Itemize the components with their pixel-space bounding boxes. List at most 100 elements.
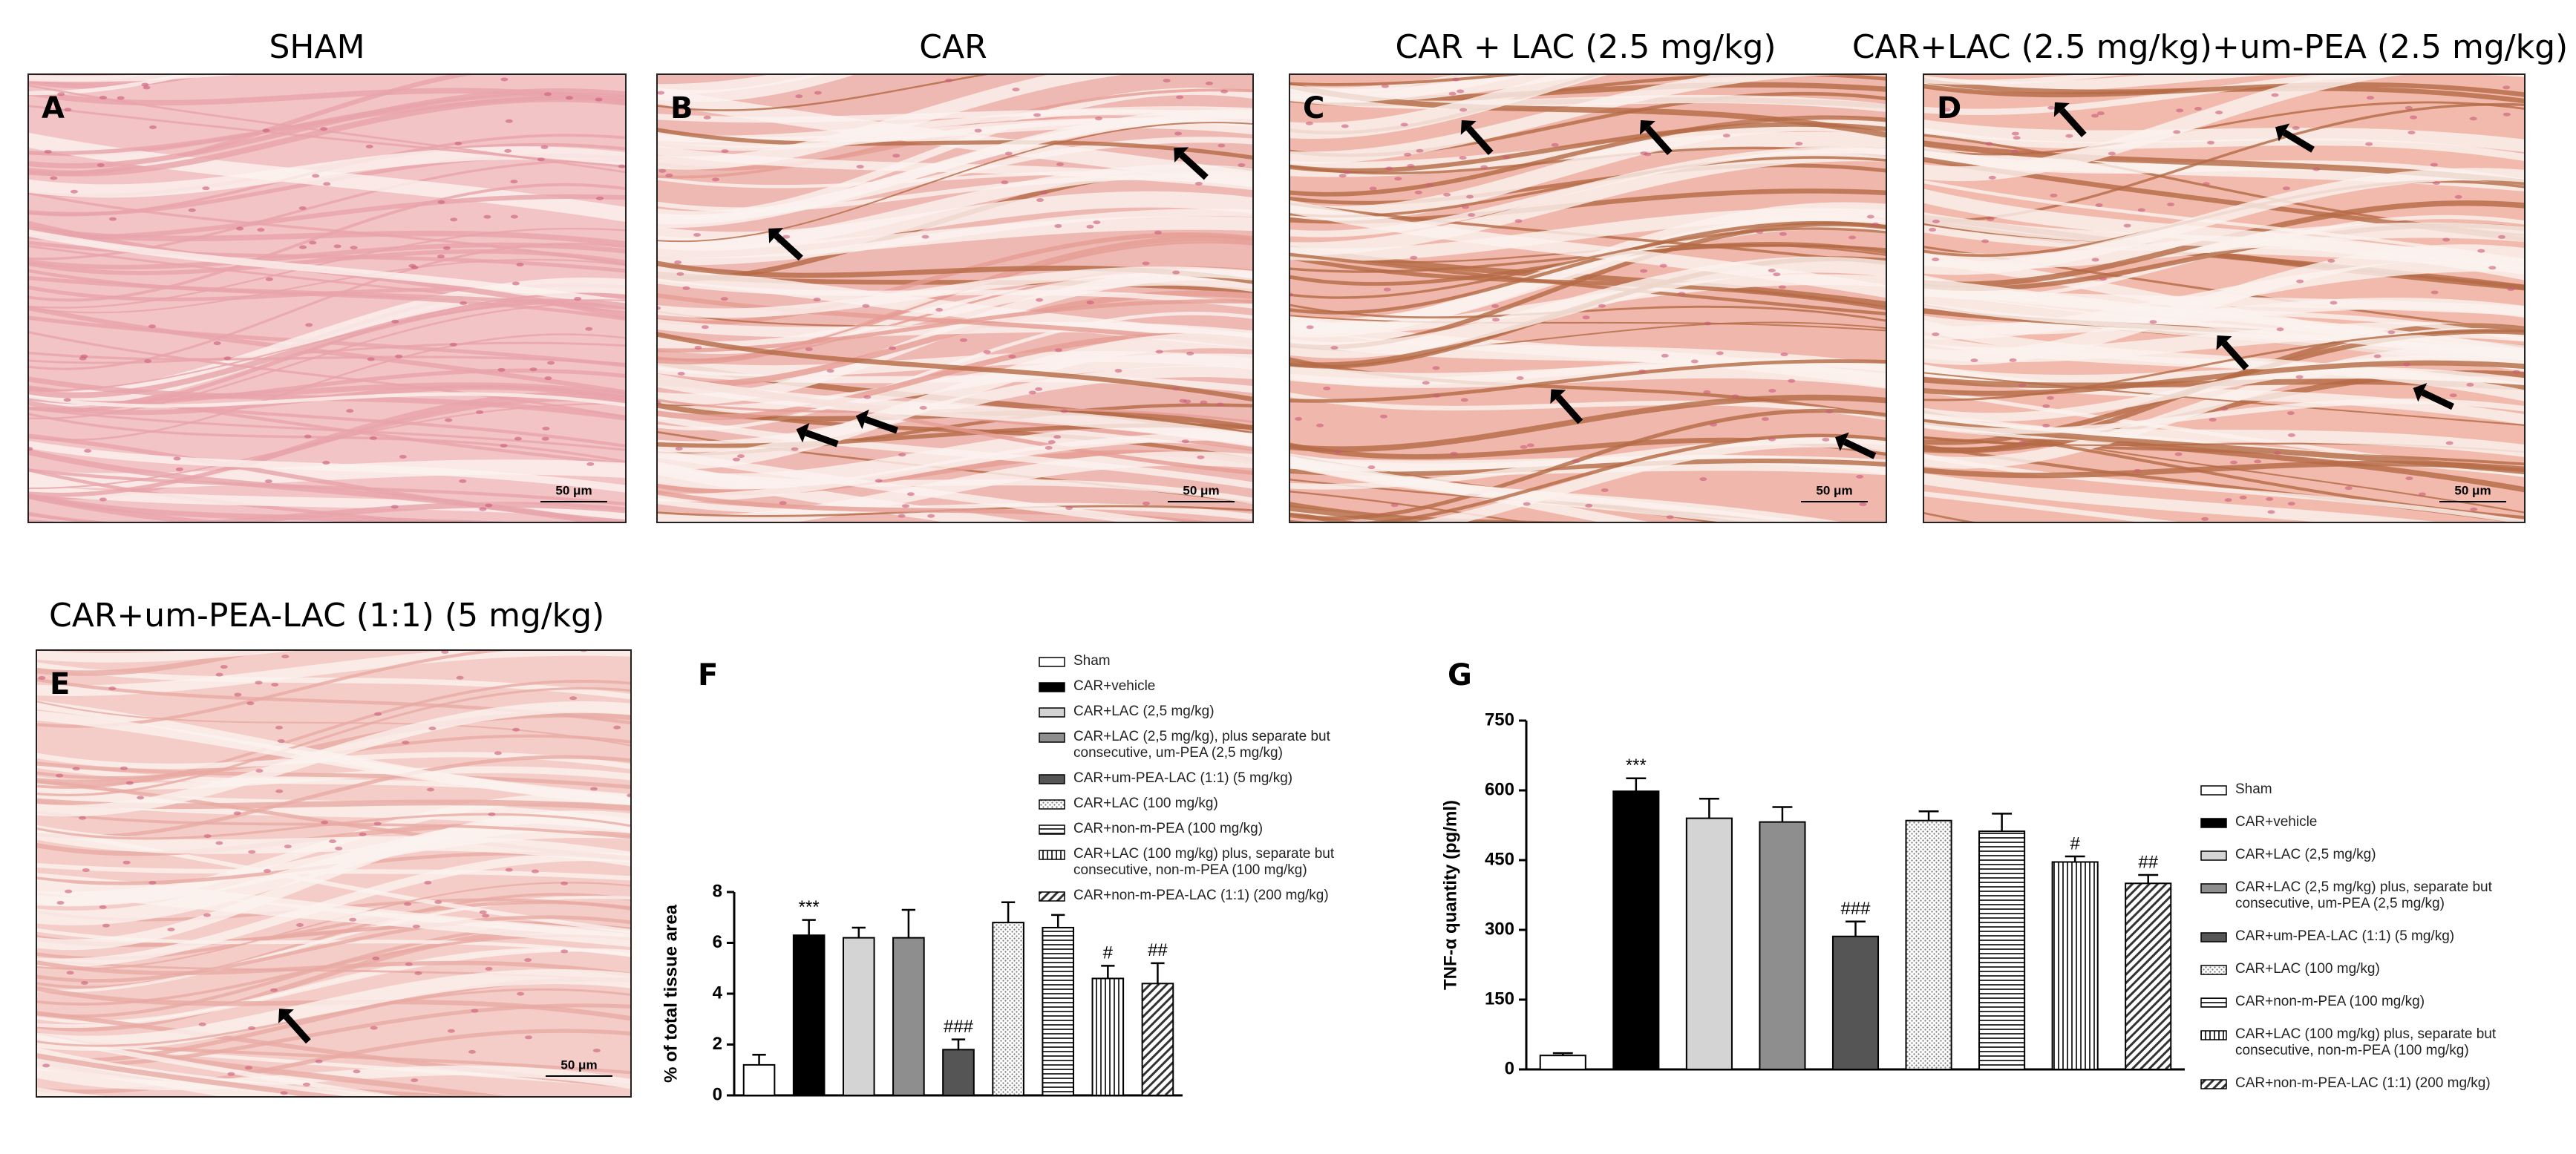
nucleus [215,672,223,677]
bar [992,922,1024,1096]
nucleus [1703,390,1711,394]
significance-label: *** [799,897,820,917]
nucleus [454,141,462,145]
nucleus [2405,105,2413,110]
nucleus [1036,198,1045,203]
nucleus [374,712,382,716]
panel-title: CAR+um-PEA-LAC (1:1) (5 mg/kg) [49,597,604,635]
nucleus [99,905,107,909]
nucleus [1060,409,1068,413]
nucleus [693,233,702,237]
nucleus [2442,237,2451,242]
nucleus [2287,502,2295,506]
nucleus [524,958,532,963]
tissue-fiber [1289,74,1529,86]
nucleus [1722,134,1730,138]
nucleus [1094,117,1102,121]
tissue-fiber [28,74,197,96]
legend-label: CAR+non-m-PEA (100 mg/kg) [1073,821,1264,836]
y-tick-label: 600 [1485,779,1514,799]
nucleus [1306,325,1314,330]
tissue-fiber [1289,227,1886,299]
nucleus [459,479,467,483]
nucleus [1200,400,1208,404]
arrow [2059,108,2087,137]
nucleus [1383,287,1391,292]
significance-label: # [1103,943,1114,963]
nucleus [1523,502,1531,506]
nucleus [1186,351,1194,355]
nucleus [485,503,493,508]
arrow-head [2053,102,2070,117]
significance-label: ## [2138,852,2158,872]
nucleus [198,1022,206,1026]
nucleus [263,868,271,873]
nucleus [505,868,513,872]
nucleus [504,148,512,153]
nucleus [1929,228,1937,232]
y-tick-label: 750 [1485,709,1514,730]
nucleus [1768,268,1776,272]
nucleus [694,346,702,350]
nucleus [102,923,110,928]
legend-label: Sham [2235,781,2272,797]
nucleus [265,277,273,281]
nucleus [1142,261,1150,266]
tissue-fiber [657,122,1253,243]
y-tick-label: 0 [1505,1058,1514,1078]
nucleus [1205,81,1213,85]
arrow-head [278,1009,294,1023]
nucleus [63,398,71,402]
tissue-fiber [36,650,303,663]
nucleus [148,880,157,885]
significance-label: ### [944,1017,974,1037]
nucleus [203,913,211,917]
nucleus [2018,383,2027,387]
legend-entry: Sham [2235,781,2272,797]
legend-swatch [1039,774,1065,784]
nucleus [1981,239,1990,243]
nucleus [2018,440,2027,445]
nucleus [542,427,550,431]
tissue-fiber [1289,74,1530,103]
nucleus [516,263,524,267]
nucleus [408,263,416,268]
nucleus [2432,181,2440,186]
nucleus [2512,370,2520,374]
bar [2051,861,2099,1071]
nucleus [1768,437,1776,442]
nucleus [2194,107,2202,111]
tissue-fiber [36,761,631,790]
nucleus [2445,441,2454,445]
nucleus [399,454,407,459]
legend-entry: CAR+LAC (2,5 mg/kg) [1073,704,1215,719]
nucleus [1480,165,1488,169]
nucleus [144,359,152,364]
scale-bar-label: 50 μm [1183,483,1219,497]
tissue-fiber [657,232,1253,326]
nucleus [1045,446,1053,450]
nucleus [2046,396,2054,400]
tissue-fiber [657,74,857,102]
nucleus [1001,180,1009,185]
nucleus [2065,134,2073,138]
legend-entry: CAR+vehicle [2235,814,2317,830]
nucleus [2123,223,2131,228]
legend-entry: CAR+non-m-PEA-LAC (1:1) (200 mg/kg) [1073,888,1329,903]
nucleus [1943,108,1951,112]
nucleus [2254,459,2262,464]
legend-label: CAR+LAC (100 mg/kg) plus, separate but c… [2235,1026,2497,1058]
nucleus [1601,488,1609,492]
nucleus [658,168,667,173]
nucleus [1459,108,1468,112]
nucleus [1238,163,1246,168]
nucleus [1422,381,1430,385]
nucleus [2488,266,2497,270]
nucleus [28,447,33,451]
nucleus [84,449,92,453]
nucleus [921,235,929,239]
nucleus [404,902,412,906]
nucleus [2271,93,2279,97]
nucleus [402,741,410,745]
nucleus [1334,450,1342,454]
